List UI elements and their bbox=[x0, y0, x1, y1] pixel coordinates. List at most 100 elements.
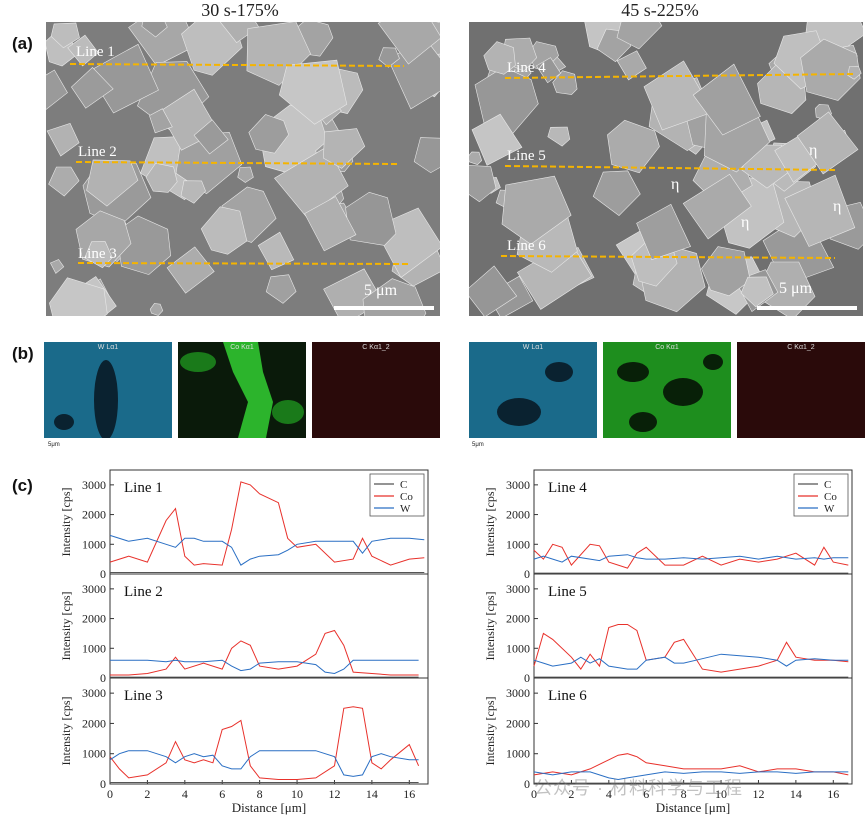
eds-map-w-right: W Lα1 bbox=[469, 342, 597, 438]
y-axis-label: Intensity [cps] bbox=[59, 697, 73, 766]
x-tick-label: 0 bbox=[107, 787, 113, 801]
eds-map-w-left: W Lα1 bbox=[44, 342, 172, 438]
sem-grain bbox=[49, 277, 108, 316]
x-tick-label: 0 bbox=[531, 787, 537, 801]
eds-map-c-right: C Kα1_2 bbox=[737, 342, 865, 438]
legend-box bbox=[369, 473, 425, 517]
series-co-line bbox=[533, 543, 849, 569]
sem-grain bbox=[847, 65, 862, 80]
series-co-line bbox=[109, 481, 425, 566]
y-tick-label: 1000 bbox=[82, 537, 106, 551]
x-tick-label: 4 bbox=[182, 787, 188, 801]
sem-grain bbox=[175, 131, 243, 195]
sem-grain bbox=[516, 240, 593, 310]
series-w-line bbox=[533, 653, 849, 670]
legend-label-co: Co bbox=[400, 491, 413, 503]
eds-label-co-right: Co Kα1 bbox=[655, 344, 679, 351]
sem-grain bbox=[471, 113, 523, 166]
sem-grain bbox=[50, 22, 80, 49]
sem-grain bbox=[469, 165, 497, 203]
x-axis-label: Distance [μm] bbox=[232, 800, 306, 815]
sem-image-right: Line 4 Line 5 Line 6 η η η η 5 μm bbox=[469, 22, 863, 316]
sem-grain bbox=[304, 196, 357, 252]
scalebar-text-left: 5 μm bbox=[364, 282, 398, 299]
sem-grain bbox=[536, 57, 562, 84]
sem-grain bbox=[128, 22, 198, 67]
legend-label-co: Co bbox=[824, 491, 837, 503]
sem-grain bbox=[278, 59, 348, 125]
sem-grain bbox=[682, 173, 752, 240]
eta-label-3: η bbox=[741, 214, 750, 231]
eds-label-c-right: C Kα1_2 bbox=[787, 344, 815, 351]
y-axis-label: Intensity [cps] bbox=[483, 697, 497, 766]
sem-grain bbox=[413, 137, 440, 174]
x-tick-label: 10 bbox=[291, 787, 303, 801]
sem-grain bbox=[547, 126, 571, 147]
y-tick-label: 1000 bbox=[506, 641, 530, 655]
eds-scale-left: 5μm bbox=[48, 442, 60, 448]
chart-title: Line 4 bbox=[548, 480, 587, 496]
y-axis-label: Intensity [cps] bbox=[483, 592, 497, 661]
x-tick-label: 2 bbox=[144, 787, 150, 801]
sem-grain bbox=[141, 22, 168, 38]
x-tick-label: 6 bbox=[643, 787, 649, 801]
y-tick-label: 1000 bbox=[506, 747, 530, 761]
sem-grain bbox=[607, 119, 660, 174]
sem-grain bbox=[592, 170, 641, 216]
eds-label-co-left: Co Kα1 bbox=[230, 344, 254, 351]
sem-grain bbox=[237, 166, 254, 183]
y-tick-label: 1000 bbox=[82, 747, 106, 761]
x-tick-label: 8 bbox=[681, 787, 687, 801]
y-tick-label: 3000 bbox=[82, 582, 106, 596]
sem-grain bbox=[377, 22, 440, 65]
series-w-line bbox=[533, 554, 849, 563]
watermark: 公众号 · 材料科学与工程 bbox=[534, 778, 743, 798]
series-co-line bbox=[533, 753, 849, 776]
sem-grain bbox=[345, 191, 397, 246]
y-tick-label: 2000 bbox=[506, 508, 530, 522]
chart-title: Line 6 bbox=[548, 688, 587, 704]
x-tick-label: 16 bbox=[403, 787, 415, 801]
sem-grain bbox=[784, 174, 856, 247]
sem-grain bbox=[643, 60, 714, 131]
y-axis-label: Intensity [cps] bbox=[483, 488, 497, 557]
y-tick-label: 0 bbox=[100, 567, 106, 581]
chart-frame bbox=[109, 677, 429, 785]
line-5-label: Line 5 bbox=[507, 148, 546, 164]
sem-grain bbox=[616, 22, 663, 50]
x-tick-label: 8 bbox=[257, 787, 263, 801]
line-3-label: Line 3 bbox=[78, 246, 117, 262]
y-axis-label: Intensity [cps] bbox=[59, 488, 73, 557]
y-tick-label: 1000 bbox=[506, 537, 530, 551]
left-title: 30 s-175% bbox=[201, 0, 279, 20]
sem-grain bbox=[469, 265, 518, 316]
y-tick-label: 2000 bbox=[82, 716, 106, 730]
legend-label-w: W bbox=[824, 503, 835, 515]
x-tick-label: 10 bbox=[715, 787, 727, 801]
legend-box bbox=[793, 473, 849, 517]
eds-map-c-left: C Kα1_2 bbox=[312, 342, 440, 438]
eta-label-2: η bbox=[671, 176, 680, 193]
x-tick-label: 14 bbox=[366, 787, 378, 801]
sem-grain bbox=[84, 241, 113, 269]
sem-grain bbox=[636, 203, 692, 261]
series-co-line bbox=[110, 629, 419, 676]
series-w-line bbox=[109, 534, 425, 566]
series-w-line bbox=[533, 771, 849, 781]
sem-grain bbox=[219, 22, 260, 44]
scan-line-1 bbox=[69, 63, 405, 67]
sem-grain bbox=[701, 246, 751, 297]
x-tick-label: 12 bbox=[752, 787, 764, 801]
y-tick-label: 0 bbox=[100, 671, 106, 685]
eds-scale-right: 5μm bbox=[472, 442, 484, 448]
chart-title: Line 5 bbox=[548, 584, 587, 600]
x-tick-label: 16 bbox=[827, 787, 839, 801]
scalebar-text-right: 5 μm bbox=[779, 280, 813, 297]
sem-grain bbox=[86, 159, 139, 207]
scan-line-2 bbox=[504, 165, 836, 171]
x-axis-label: Distance [μm] bbox=[656, 800, 730, 815]
sem-grain bbox=[483, 41, 516, 75]
scan-line-3 bbox=[500, 255, 836, 259]
y-tick-label: 2000 bbox=[82, 508, 106, 522]
line-4-label: Line 4 bbox=[507, 60, 546, 76]
